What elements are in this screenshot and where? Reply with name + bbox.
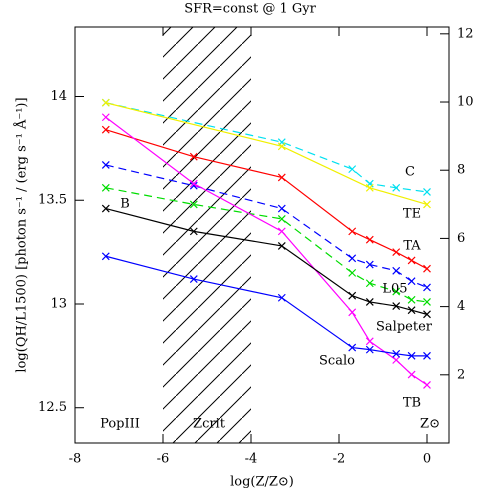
- y2-tick-label: 10: [457, 95, 474, 110]
- point-marker: [423, 297, 431, 306]
- point-marker: [101, 204, 110, 213]
- point-marker: [365, 235, 374, 244]
- point-marker: [348, 308, 357, 317]
- annotation: Zcrit: [193, 417, 226, 432]
- point-marker: [365, 345, 374, 354]
- y2-tick-label: 8: [457, 163, 465, 178]
- x-tick-label: -6: [157, 452, 170, 467]
- point-marker: [101, 113, 110, 122]
- point-marker: [101, 183, 110, 192]
- y-tick-label: 13.5: [38, 193, 67, 208]
- point-marker: [277, 293, 286, 302]
- point-marker: [392, 248, 401, 257]
- plot-frame: [74, 26, 450, 444]
- point-marker: [365, 337, 374, 346]
- point-marker: [423, 351, 431, 360]
- point-marker: [407, 295, 416, 304]
- series-line: [105, 102, 428, 205]
- point-marker: [348, 268, 357, 277]
- point-marker: [423, 200, 431, 209]
- annotation: TA: [403, 239, 421, 254]
- y-axis-label: log(QH/L1500) [photon s⁻¹ / (erg s⁻¹ Å⁻¹…: [14, 97, 30, 372]
- point-marker: [423, 380, 431, 389]
- point-marker: [348, 291, 357, 300]
- annotation: Scalo: [319, 354, 355, 369]
- annotation: L05: [382, 282, 407, 297]
- point-marker: [189, 227, 198, 236]
- point-marker: [392, 356, 401, 364]
- annotation: TE: [403, 207, 421, 222]
- series-line: [105, 129, 428, 270]
- point-marker: [392, 266, 401, 275]
- annotation: Z⊙: [420, 417, 440, 432]
- point-marker: [423, 264, 431, 273]
- chart-title: SFR=const @ 1 Gyr: [184, 2, 316, 17]
- point-marker: [392, 302, 401, 310]
- series-line: [105, 116, 428, 386]
- series-line: [105, 102, 428, 193]
- y2-tick-label: 12: [457, 26, 474, 41]
- annotation: C: [405, 165, 415, 180]
- x-tick-label: -2: [333, 452, 346, 467]
- hatch-region: [163, 27, 251, 443]
- point-marker: [348, 254, 357, 263]
- series-line: [105, 207, 428, 315]
- series-line: [105, 255, 427, 357]
- point-marker: [348, 343, 357, 352]
- point-marker: [277, 204, 286, 213]
- point-marker: [423, 188, 431, 196]
- y2-tick-label: 2: [457, 367, 465, 382]
- point-marker: [392, 287, 401, 296]
- point-marker: [407, 256, 416, 265]
- point-marker: [392, 349, 401, 358]
- y2-tick-label: 4: [457, 299, 465, 314]
- point-marker: [407, 351, 416, 360]
- y2-tick-label: 6: [457, 231, 465, 246]
- point-marker: [423, 283, 431, 292]
- point-marker: [189, 152, 198, 161]
- point-marker: [101, 252, 110, 261]
- point-marker: [423, 310, 431, 319]
- point-marker: [407, 277, 416, 286]
- x-tick-label: -8: [69, 452, 82, 467]
- point-marker: [365, 279, 374, 288]
- point-marker: [277, 173, 286, 182]
- point-marker: [101, 98, 110, 107]
- point-marker: [277, 241, 286, 250]
- point-marker: [365, 183, 374, 192]
- point-marker: [101, 125, 110, 134]
- annotation: B: [120, 197, 130, 212]
- point-marker: [407, 306, 416, 315]
- point-marker: [348, 165, 357, 174]
- point-marker: [365, 297, 374, 306]
- y-tick-label: 13: [50, 296, 67, 311]
- point-marker: [277, 227, 286, 236]
- annotation: TB: [403, 396, 421, 411]
- point-marker: [189, 179, 198, 188]
- annotation: Salpeter: [376, 320, 433, 335]
- point-marker: [365, 260, 374, 269]
- x-axis-label: log(Z/Z⊙): [230, 475, 294, 490]
- x-tick-label: 0: [423, 452, 431, 467]
- series-line: [105, 187, 428, 303]
- point-marker: [407, 370, 416, 379]
- point-marker: [277, 142, 286, 151]
- x-tick-label: -4: [245, 452, 258, 467]
- annotation: PopIII: [100, 417, 140, 432]
- point-marker: [101, 161, 110, 169]
- point-marker: [189, 275, 198, 284]
- y-tick-label: 12.5: [38, 400, 67, 415]
- point-marker: [277, 214, 286, 223]
- point-marker: [348, 227, 357, 236]
- point-marker: [189, 200, 198, 209]
- point-marker: [392, 183, 401, 192]
- point-marker: [189, 181, 198, 190]
- y-tick-label: 14: [50, 89, 67, 104]
